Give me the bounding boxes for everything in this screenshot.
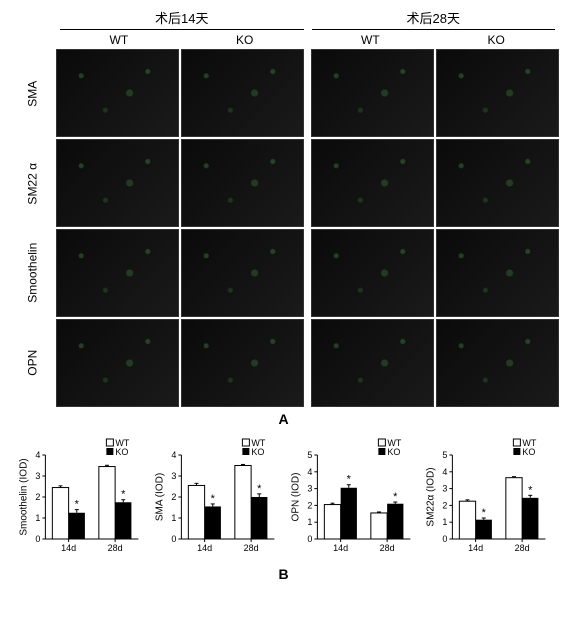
- chart-container: 01234SMA (IOD)WTKO*14d*28d: [152, 437, 280, 562]
- svg-text:4: 4: [443, 467, 448, 477]
- marker-labels: SMA SM22 α Smoothelin OPN: [8, 49, 56, 407]
- chart-container: 01234Smoothelin (IOD)WTKO*14d*28d: [16, 437, 144, 562]
- svg-text:1: 1: [443, 517, 448, 527]
- svg-text:SM22α (IOD): SM22α (IOD): [426, 467, 437, 526]
- micrograph: [311, 229, 434, 317]
- svg-text:28d: 28d: [379, 543, 394, 553]
- figure-container: 术后14天 术后28天 WT KO WT KO SMA SM22 α Smoot…: [0, 0, 567, 590]
- svg-text:2: 2: [35, 492, 40, 502]
- svg-text:2: 2: [171, 492, 176, 502]
- svg-text:3: 3: [171, 471, 176, 481]
- svg-text:*: *: [121, 489, 126, 501]
- micrograph: [181, 319, 304, 407]
- bar-chart: 01234Smoothelin (IOD)WTKO*14d*28d: [16, 437, 144, 557]
- svg-text:SMA (IOD): SMA (IOD): [154, 473, 165, 521]
- micrograph: [56, 49, 179, 137]
- micrograph: [436, 139, 559, 227]
- svg-text:5: 5: [307, 450, 312, 460]
- micrograph: [311, 139, 434, 227]
- micrograph: [436, 229, 559, 317]
- svg-text:14d: 14d: [333, 543, 348, 553]
- svg-text:28d: 28d: [108, 543, 123, 553]
- bar-chart: 01234SMA (IOD)WTKO*14d*28d: [152, 437, 280, 557]
- svg-text:14d: 14d: [197, 543, 212, 553]
- micrograph: [56, 229, 179, 317]
- panel-a-grid: SMA SM22 α Smoothelin OPN: [8, 49, 559, 407]
- svg-text:3: 3: [35, 471, 40, 481]
- svg-text:*: *: [482, 507, 487, 519]
- micrograph: [181, 139, 304, 227]
- micrograph: [181, 49, 304, 137]
- micrograph: [56, 139, 179, 227]
- micrograph: [436, 49, 559, 137]
- micrograph: [311, 49, 434, 137]
- svg-text:0: 0: [35, 534, 40, 544]
- svg-text:KO: KO: [523, 447, 536, 457]
- genotype-wt-28d: WT: [308, 33, 434, 47]
- svg-text:*: *: [257, 483, 262, 495]
- svg-text:KO: KO: [387, 447, 400, 457]
- svg-text:28d: 28d: [243, 543, 258, 553]
- genotype-headers: WT KO WT KO: [56, 33, 559, 47]
- micrograph: [436, 319, 559, 407]
- svg-text:2: 2: [443, 500, 448, 510]
- svg-text:*: *: [393, 491, 398, 503]
- svg-text:28d: 28d: [515, 543, 530, 553]
- svg-text:4: 4: [35, 450, 40, 460]
- svg-text:Smoothelin (IOD): Smoothelin (IOD): [18, 458, 29, 535]
- genotype-ko-14d: KO: [182, 33, 308, 47]
- svg-text:*: *: [346, 474, 351, 486]
- timepoint-14d: 术后14天: [56, 8, 308, 27]
- svg-text:3: 3: [443, 484, 448, 494]
- svg-text:KO: KO: [115, 447, 128, 457]
- timepoint-28d: 术后28天: [308, 8, 560, 27]
- genotype-ko-28d: KO: [433, 33, 559, 47]
- micrograph-grid: [56, 49, 559, 407]
- svg-text:1: 1: [35, 513, 40, 523]
- micrograph: [181, 229, 304, 317]
- svg-text:*: *: [528, 484, 533, 496]
- svg-text:14d: 14d: [468, 543, 483, 553]
- micrograph: [56, 319, 179, 407]
- svg-text:4: 4: [171, 450, 176, 460]
- svg-text:3: 3: [307, 484, 312, 494]
- panel-a-letter: A: [8, 411, 559, 427]
- svg-text:14d: 14d: [61, 543, 76, 553]
- chart-container: 012345SM22α (IOD)WTKO*14d*28d: [423, 437, 551, 562]
- chart-container: 012345OPN (IOD)WTKO*14d*28d: [288, 437, 416, 562]
- svg-text:0: 0: [171, 534, 176, 544]
- micrograph: [311, 319, 434, 407]
- svg-text:2: 2: [307, 500, 312, 510]
- svg-text:0: 0: [307, 534, 312, 544]
- svg-text:4: 4: [307, 467, 312, 477]
- timepoint-headers: 术后14天 术后28天: [56, 8, 559, 27]
- svg-text:5: 5: [443, 450, 448, 460]
- bar-chart: 012345SM22α (IOD)WTKO*14d*28d: [423, 437, 551, 557]
- svg-text:OPN (IOD): OPN (IOD): [290, 473, 301, 522]
- bar-chart: 012345OPN (IOD)WTKO*14d*28d: [288, 437, 416, 557]
- genotype-wt-14d: WT: [56, 33, 182, 47]
- panel-b-charts: 01234Smoothelin (IOD)WTKO*14d*28d01234SM…: [8, 437, 559, 562]
- svg-text:1: 1: [307, 517, 312, 527]
- panel-b-letter: B: [8, 566, 559, 582]
- svg-text:0: 0: [443, 534, 448, 544]
- svg-text:1: 1: [171, 513, 176, 523]
- svg-text:KO: KO: [251, 447, 264, 457]
- svg-text:*: *: [75, 499, 80, 511]
- svg-text:*: *: [210, 493, 215, 505]
